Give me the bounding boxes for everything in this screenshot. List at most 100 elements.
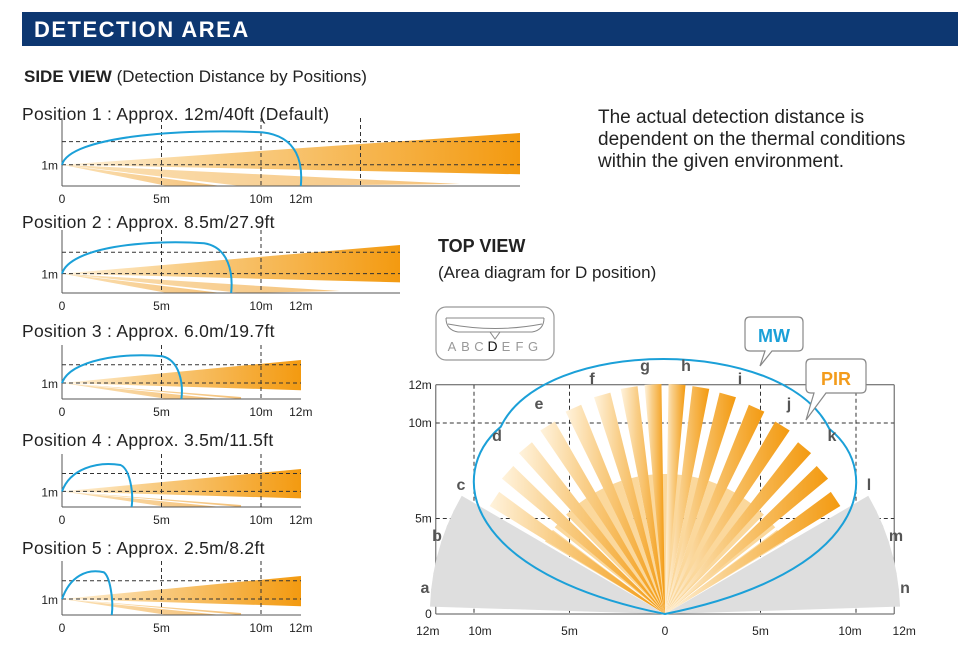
lower-zone-1 (62, 273, 222, 293)
zone-letter-a: a (421, 580, 430, 597)
lower-zone-2 (62, 599, 242, 615)
position-5-title: Position 5 : Approx. 2.5m/8.2ft (22, 538, 265, 558)
position-4-title: Position 4 : Approx. 3.5m/11.5ft (22, 430, 274, 450)
main-beam (62, 133, 520, 175)
x-tick-label: 12m (289, 513, 312, 527)
light-beam (593, 487, 665, 614)
x-tick-label: 0 (59, 299, 66, 313)
x-tick-label: 0 (59, 192, 66, 206)
side-view-5: 1m0 5m 10m 12m (41, 561, 312, 635)
x-tick-label: 12m (289, 405, 312, 419)
side-view-3: 1m0 5m 10m 12m (41, 345, 312, 419)
mw-label: MW (758, 326, 790, 346)
top-view-title: TOP VIEW (438, 236, 526, 256)
mw-callout-bubble (744, 316, 804, 367)
orange-beam (665, 442, 812, 614)
selector-letter-d: D (487, 338, 497, 354)
y-tick-label: 12m (408, 378, 431, 392)
gray-beam-right (665, 495, 877, 614)
x-tick-label: 5m (561, 624, 578, 638)
x-tick-label: 5m (153, 405, 170, 419)
side-view-title: SIDE VIEW (24, 67, 112, 86)
x-tick-label: 0 (59, 621, 66, 635)
light-beam (665, 505, 764, 614)
zone-letter-b: b (432, 528, 442, 545)
orange-beam (620, 386, 665, 614)
x-tick-label: 5m (153, 513, 170, 527)
light-beam (566, 505, 665, 614)
mw-curve (61, 570, 114, 616)
orange-beam (594, 392, 665, 614)
top-view-diagram: 12m 10m 5m 0 12m 10m 5m 0 5m 10m 12m a b c d e f g h i j k l m n… (408, 306, 916, 638)
section-banner: DETECTION AREA (22, 12, 958, 46)
pir-label: PIR (821, 369, 851, 389)
position-2-title: Position 2 : Approx. 8.5m/27.9ft (22, 212, 275, 232)
lower-zone-1 (62, 164, 222, 186)
zone-letter-n: n (900, 580, 910, 597)
zone-letter-j: j (786, 396, 791, 413)
section-title: DETECTION AREA (34, 17, 250, 42)
height-label: 1m (41, 268, 58, 282)
side-view-heading: SIDE VIEW (Detection Distance by Positio… (24, 67, 367, 87)
x-tick-label: 5m (752, 624, 769, 638)
position-3-title: Position 3 : Approx. 6.0m/19.7ft (22, 321, 275, 341)
light-beam (578, 495, 665, 614)
zone-letter-l: l (867, 477, 871, 494)
mw-curve (61, 354, 183, 400)
light-beam (665, 487, 737, 614)
height-label: 1m (41, 377, 58, 391)
x-tick-label: 0 (59, 405, 66, 419)
height-label: 1m (41, 485, 58, 499)
top-view-subtitle: (Area diagram for D position) (438, 263, 657, 282)
lower-zone-1 (62, 599, 222, 615)
x-tick-label: 0 (662, 624, 669, 638)
x-tick-label: 12m (893, 624, 916, 638)
x-tick-label: 12m (289, 299, 312, 313)
y-tick-label: 10m (408, 416, 431, 430)
x-tick-label: 12m (289, 192, 312, 206)
pir-callout-bubble (805, 358, 867, 421)
lower-zone-2 (62, 383, 242, 399)
mw-curve (61, 463, 134, 508)
zone-letter-c: c (457, 477, 466, 494)
orange-beam (665, 421, 790, 614)
selector-lens (447, 323, 543, 329)
selector-letter-e: E (502, 339, 511, 354)
x-tick-label: 10m (249, 621, 272, 635)
orange-beam (665, 383, 686, 614)
x-tick-label: 5m (153, 299, 170, 313)
height-label: 1m (41, 593, 58, 607)
side-view-2: 1m 0 5m 10m 12m (41, 230, 400, 313)
x-tick-label: 10m (468, 624, 491, 638)
zone-letter-e: e (535, 396, 544, 413)
orange-beam (665, 465, 829, 614)
selector-letter-c: C (474, 339, 483, 354)
pir-callout: PIR (805, 358, 867, 421)
orange-beam (665, 491, 841, 614)
side-view-1: 1m 0 5m 10m 12m (41, 118, 520, 206)
x-tick-label: 5m (153, 192, 170, 206)
mw-curve (61, 241, 233, 294)
selector-letter-b: B (461, 339, 470, 354)
gray-beam-right (665, 510, 884, 614)
lower-zone-1 (62, 491, 222, 507)
height-label: 1m (41, 159, 58, 173)
x-tick-label: 10m (249, 299, 272, 313)
x-tick-label: 10m (249, 513, 272, 527)
x-tick-label: 5m (153, 621, 170, 635)
orange-beam (644, 383, 665, 614)
light-beam (665, 495, 752, 614)
mw-callout: MW (744, 316, 804, 367)
mw-coverage-outline (472, 358, 858, 616)
selector-pointer (489, 331, 501, 340)
main-beam (62, 245, 400, 283)
orange-beam (501, 465, 665, 614)
zone-letter-g: g (640, 358, 650, 375)
orange-beam (518, 442, 665, 614)
x-tick-label: 12m (289, 621, 312, 635)
gray-beam-left (453, 495, 665, 614)
orange-beam (489, 491, 665, 614)
